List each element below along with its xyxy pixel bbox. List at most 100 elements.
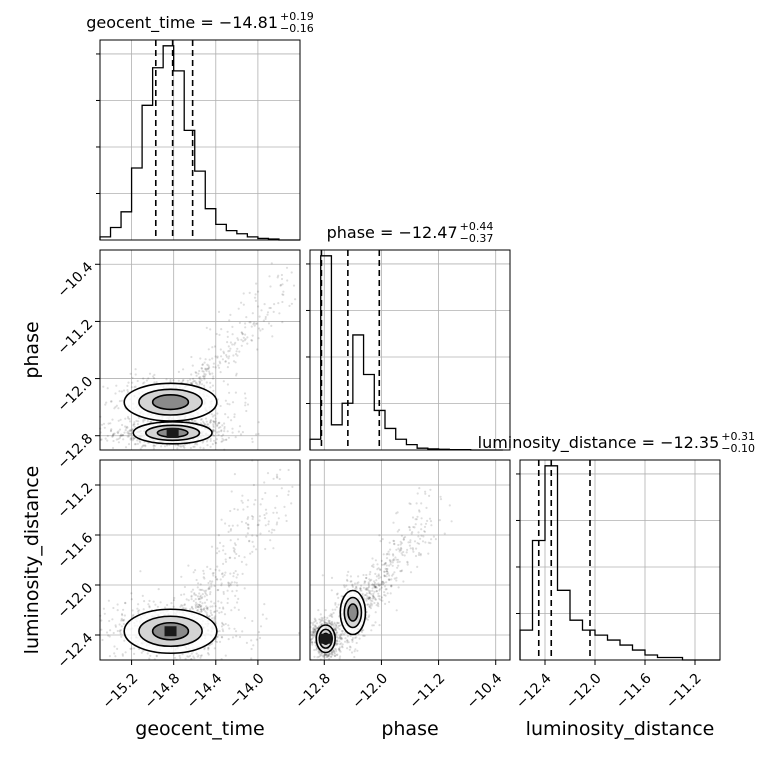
scatter-point: [374, 611, 377, 614]
scatter-point: [361, 592, 364, 595]
scatter-point: [155, 381, 158, 384]
scatter-point: [396, 561, 399, 564]
scatter-point: [233, 581, 236, 584]
scatter-point: [127, 432, 130, 435]
scatter-point: [366, 603, 369, 606]
scatter-point: [396, 530, 399, 533]
scatter-point: [355, 587, 358, 590]
scatter-point: [198, 592, 201, 595]
scatter-point: [281, 293, 284, 296]
scatter-point: [393, 542, 396, 545]
scatter-point: [338, 649, 341, 652]
scatter-point: [210, 582, 213, 585]
scatter-point: [413, 526, 416, 529]
scatter-point: [429, 542, 432, 545]
scatter-point: [256, 290, 260, 293]
scatter-point: [389, 563, 392, 566]
scatter-point: [195, 371, 198, 374]
scatter-point: [402, 538, 405, 541]
scatter-point: [236, 584, 239, 587]
scatter-point: [323, 654, 326, 658]
scatter-point: [165, 378, 168, 381]
scatter-point: [229, 347, 232, 350]
scatter-point: [425, 506, 428, 509]
scatter-point: [337, 624, 340, 627]
scatter-point: [269, 285, 272, 288]
scatter-point: [414, 518, 417, 521]
scatter-point: [117, 419, 120, 422]
scatter-point: [406, 561, 409, 564]
scatter-point: [336, 592, 339, 595]
scatter-point: [232, 549, 236, 553]
scatter-point: [413, 540, 417, 543]
scatter-point: [212, 365, 215, 369]
scatter-point: [238, 350, 241, 353]
scatter-point: [354, 586, 358, 589]
scatter-point: [418, 551, 421, 555]
panel-frame: [99, 249, 301, 451]
scatter-point: [354, 588, 357, 591]
scatter-point: [190, 606, 193, 609]
scatter-point: [238, 554, 241, 558]
scatter-point: [388, 578, 391, 582]
scatter-point: [248, 540, 251, 543]
scatter-point: [196, 383, 199, 386]
scatter-point: [342, 633, 346, 636]
scatter-point: [172, 379, 175, 382]
scatter-point: [245, 535, 248, 538]
scatter-point: [215, 438, 218, 441]
scatter-point: [430, 524, 433, 527]
scatter-point: [180, 604, 183, 607]
scatter-point: [202, 375, 205, 378]
scatter-point: [313, 617, 316, 620]
scatter-point: [243, 616, 247, 620]
scatter-point: [196, 605, 199, 609]
scatter-point: [369, 607, 372, 610]
scatter-point: [429, 488, 432, 491]
scatter-point: [196, 443, 199, 446]
scatter-point: [377, 577, 380, 580]
scatter-point: [253, 321, 256, 324]
scatter-point: [365, 587, 368, 590]
scatter-point: [417, 535, 420, 538]
scatter-point: [110, 428, 113, 431]
scatter-point: [126, 415, 130, 418]
scatter-point: [371, 587, 374, 590]
scatter-point: [224, 438, 227, 441]
scatter-point: [400, 542, 403, 545]
scatter-point: [122, 389, 126, 392]
scatter-point: [205, 369, 208, 373]
scatter-point: [266, 472, 270, 475]
scatter-point: [214, 417, 217, 420]
scatter-point: [207, 367, 211, 370]
scatter-point: [386, 567, 389, 571]
scatter-point: [236, 524, 239, 527]
scatter-point: [199, 595, 202, 598]
scatter-point: [231, 524, 234, 527]
scatter-point: [125, 425, 128, 428]
scatter-point: [288, 304, 291, 307]
scatter-point: [429, 520, 433, 523]
scatter-point: [140, 445, 144, 448]
scatter-point: [131, 429, 134, 432]
scatter-point: [216, 355, 219, 358]
scatter-point: [164, 606, 167, 609]
scatter-point: [196, 605, 199, 608]
scatter-point: [183, 446, 186, 449]
scatter-point: [373, 601, 376, 605]
scatter-point: [327, 654, 330, 658]
scatter-point: [244, 333, 247, 336]
scatter-point: [247, 526, 250, 529]
scatter-point: [379, 568, 382, 572]
scatter-point: [197, 598, 200, 601]
scatter-point: [389, 559, 392, 563]
scatter-point: [420, 528, 423, 531]
scatter-point: [338, 634, 341, 638]
scatter-point: [204, 423, 207, 426]
scatter-point: [138, 609, 141, 612]
scatter-point: [383, 585, 387, 588]
scatter-point: [238, 425, 242, 428]
scatter-point: [233, 542, 236, 545]
scatter-point: [207, 587, 210, 590]
scatter-point: [202, 422, 205, 425]
